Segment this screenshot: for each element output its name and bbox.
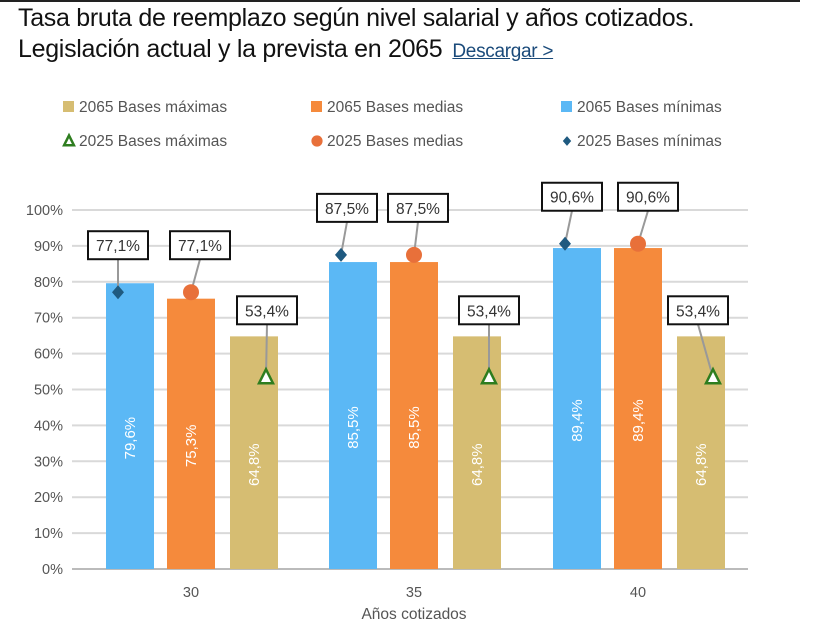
bar-value-label: 75,3% xyxy=(183,425,200,468)
top-border xyxy=(0,0,800,2)
y-tick-label: 0% xyxy=(42,562,63,578)
bar-value-label: 64,8% xyxy=(246,443,263,486)
callout-label: 53,4% xyxy=(245,303,289,320)
callout-box xyxy=(236,295,298,326)
diamond-marker xyxy=(112,285,124,300)
bar-value-label: 89,4% xyxy=(630,399,647,442)
legend-label: 2065 Bases mínimas xyxy=(577,99,722,116)
bar-value-label: 89,4% xyxy=(569,399,586,442)
callout-box xyxy=(87,230,149,261)
legend-label: 2025 Bases mínimas xyxy=(577,133,722,150)
y-tick-label: 70% xyxy=(34,311,63,327)
callout-label: 53,4% xyxy=(467,303,511,320)
callout-box xyxy=(316,192,378,223)
callout-box xyxy=(169,230,231,261)
diamond-marker xyxy=(562,136,572,146)
legend-label: 2065 Bases máximas xyxy=(79,99,227,116)
legend-swatch xyxy=(561,101,572,112)
triangle-marker xyxy=(256,366,276,385)
y-tick-label: 80% xyxy=(34,275,63,291)
callout-label: 87,5% xyxy=(325,201,369,218)
triangle-marker xyxy=(62,132,76,147)
y-tick-label: 60% xyxy=(34,347,63,363)
callout-label: 87,5% xyxy=(396,201,440,218)
y-tick-label: 40% xyxy=(34,418,63,434)
legend-label: 2065 Bases medias xyxy=(327,99,463,116)
y-tick-label: 50% xyxy=(34,383,63,399)
bar xyxy=(614,248,662,569)
download-link[interactable]: Descargar > xyxy=(452,41,554,62)
callout-box xyxy=(458,295,520,326)
circle-marker xyxy=(630,235,646,252)
callout-box xyxy=(541,181,603,212)
diamond-marker xyxy=(335,247,347,262)
bar-value-label: 85,5% xyxy=(406,406,423,449)
diamond-marker xyxy=(559,236,571,251)
legend-swatch xyxy=(63,101,74,112)
y-tick-label: 20% xyxy=(34,490,63,506)
triangle-marker xyxy=(479,366,499,385)
callout-label: 90,6% xyxy=(550,190,594,207)
x-tick-label: 40 xyxy=(630,585,646,601)
callout-label: 90,6% xyxy=(626,190,670,207)
callout-label: 53,4% xyxy=(676,303,720,320)
bar xyxy=(390,262,438,569)
bar-value-label: 64,8% xyxy=(693,443,710,486)
bar xyxy=(106,283,154,569)
callout-box xyxy=(617,181,679,212)
chart-title: Tasa bruta de reemplazo según nivel sala… xyxy=(18,3,808,67)
x-tick-label: 35 xyxy=(406,585,422,601)
legend-label: 2025 Bases máximas xyxy=(79,133,227,150)
triangle-marker xyxy=(703,366,723,385)
circle-marker xyxy=(183,284,199,301)
bar xyxy=(553,248,601,569)
bar-value-label: 64,8% xyxy=(469,443,486,486)
bar xyxy=(167,298,215,569)
circle-marker xyxy=(406,246,422,263)
callout-box xyxy=(667,295,729,326)
callout-label: 77,1% xyxy=(178,238,222,255)
bar-value-label: 79,6% xyxy=(122,417,139,460)
y-tick-label: 30% xyxy=(34,454,63,470)
bar xyxy=(329,262,377,569)
callout-label: 77,1% xyxy=(96,238,140,255)
callout-box xyxy=(387,192,449,223)
y-tick-label: 90% xyxy=(34,239,63,255)
callout-leader xyxy=(697,324,714,378)
title-text: Tasa bruta de reemplazo según nivel sala… xyxy=(18,4,695,63)
bar-value-label: 85,5% xyxy=(345,406,362,449)
x-tick-label: 30 xyxy=(183,585,199,601)
legend-label: 2025 Bases medias xyxy=(327,133,463,150)
circle-marker xyxy=(311,135,323,147)
x-axis-title: Años cotizados xyxy=(361,606,466,623)
legend-swatch xyxy=(311,101,322,112)
y-tick-label: 100% xyxy=(26,203,63,219)
y-tick-label: 10% xyxy=(34,526,63,542)
